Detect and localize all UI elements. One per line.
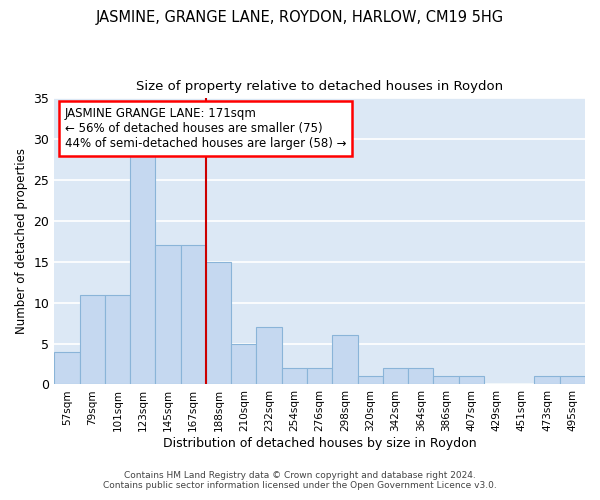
Bar	[535, 376, 560, 384]
Bar	[560, 376, 585, 384]
Text: JASMINE GRANGE LANE: 171sqm
← 56% of detached houses are smaller (75)
44% of sem: JASMINE GRANGE LANE: 171sqm ← 56% of det…	[65, 107, 346, 150]
Bar	[155, 246, 181, 384]
Y-axis label: Number of detached properties: Number of detached properties	[15, 148, 28, 334]
Bar	[383, 368, 408, 384]
Bar	[231, 344, 256, 384]
Bar	[130, 148, 155, 384]
Bar	[433, 376, 458, 384]
Bar	[458, 376, 484, 384]
Bar	[358, 376, 383, 384]
Text: Contains HM Land Registry data © Crown copyright and database right 2024.
Contai: Contains HM Land Registry data © Crown c…	[103, 470, 497, 490]
Bar	[206, 262, 231, 384]
Bar	[256, 327, 282, 384]
Bar	[282, 368, 307, 384]
Title: Size of property relative to detached houses in Roydon: Size of property relative to detached ho…	[136, 80, 503, 93]
Bar	[181, 246, 206, 384]
Text: JASMINE, GRANGE LANE, ROYDON, HARLOW, CM19 5HG: JASMINE, GRANGE LANE, ROYDON, HARLOW, CM…	[96, 10, 504, 25]
Bar	[105, 294, 130, 384]
Bar	[332, 336, 358, 384]
Bar	[54, 352, 80, 384]
Bar	[80, 294, 105, 384]
Bar	[307, 368, 332, 384]
Bar	[408, 368, 433, 384]
X-axis label: Distribution of detached houses by size in Roydon: Distribution of detached houses by size …	[163, 437, 476, 450]
